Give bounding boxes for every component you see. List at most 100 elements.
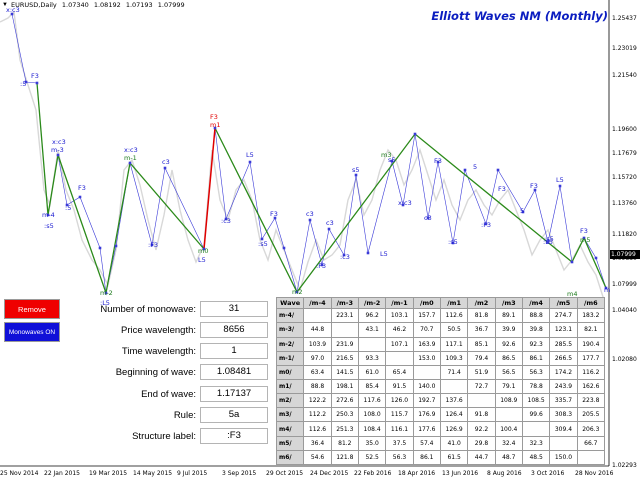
table-cell: 123.1 [549,322,578,338]
table-column-header: /m3 [494,296,523,310]
table-cell: 108.9 [494,393,523,409]
table-cell: 162.6 [576,378,606,395]
table-cell: 116.1 [385,421,414,437]
wave-label: :F3 [481,221,491,229]
pivot-dot [202,247,206,251]
pivot-dot [436,160,440,164]
pivot-dot [163,166,167,170]
open-value: 1.07340 [61,1,89,9]
table-cell: 190.4 [576,336,606,352]
pivot-dot [604,286,608,290]
table-cell: 153.0 [412,350,441,366]
wave-label: m-1 [124,154,137,162]
wave-label: c3 [162,158,170,166]
wave-label: m1 [210,121,220,129]
pivot-dot [224,217,228,221]
table-cell: 36.7 [467,322,496,338]
table-cell: 86.1 [521,350,551,366]
price-axis-label: 1.11820 [612,231,637,238]
wave-label: :s5 [44,222,54,230]
table-column-header: /m4 [521,296,551,310]
pivot-dot [390,159,394,163]
table-cell: 54.6 [303,449,332,466]
table-row: m-3/44.8 43.1 46.2 70.7 50.5 36.7 39.9 39.8 123.… [275,322,606,338]
time-axis-label: 18 Apr 2016 [398,470,436,477]
price-axis-label: 1.02293 [612,462,637,469]
wave-label: F3 [31,72,39,80]
wave-label: m4 [567,290,577,298]
table-cell: 140.0 [412,378,441,395]
table-cell: 100.4 [494,421,523,437]
table-cell: 112.6 [439,308,469,324]
pivot-dot [150,243,154,247]
info-value-field[interactable]: 31 [200,301,268,317]
pivot-dot [558,184,562,188]
wave-label: F3 [580,227,588,235]
table-cell [494,407,523,423]
table-cell: 32.3 [521,435,551,451]
price-line [0,10,605,301]
table-row: m0/63.4 141.5 61.0 65.4 71.4 51.9 56.5 56.3 174.… [275,364,606,380]
wave-label: m-3 [51,146,64,154]
info-value-field[interactable]: :F3 [200,428,268,444]
time-axis-label: 29 Oct 2015 [266,470,304,477]
table-cell: 56.5 [494,364,523,380]
info-row: Beginning of wave: 1.08481 [62,364,272,381]
monowave-polyline [11,13,607,294]
table-cell: 272.6 [330,393,359,409]
pivot-dot [273,216,277,220]
wave-label: m0 [198,247,208,255]
table-row-header: m1/ [275,378,305,395]
table-cell: 205.5 [576,407,606,423]
table-column-header: /m1 [439,296,469,310]
table-row: m3/112.2 250.3 108.0 115.7 176.9 126.4 91.8 99.… [275,407,606,423]
wave-label: :L5 [100,299,110,307]
table-cell: 93.3 [357,350,387,366]
table-cell: 223.1 [330,308,359,324]
table-cell: 81.2 [330,435,359,451]
wave-label: F3 [210,113,218,121]
table-cell [303,308,332,324]
info-value-field[interactable]: 8656 [200,322,268,338]
table-row: m-4/223.1 96.2 103.1 157.7 112.6 81.8 89.1 88.8… [275,308,606,324]
symbol-menu-arrow-icon[interactable]: ▼ [2,2,8,8]
table-cell: 35.0 [357,435,387,451]
time-axis-label: 22 Feb 2016 [354,470,392,477]
table-cell [576,449,606,466]
info-label: Number of monowave: [100,304,196,315]
table-cell: 116.2 [576,364,606,380]
table-cell: 79.4 [467,350,496,366]
info-value-field[interactable]: 1.08481 [200,364,268,380]
table-cell: 96.2 [357,308,387,324]
wave-ratio-table: Wave/m-4/m-3/m-2/m-1/m0/m1/m2/m3/m4/m5/m… [275,296,606,466]
table-cell: 250.3 [330,407,359,423]
wave-label: x:c3 [124,146,138,154]
pivot-dot [104,291,108,295]
wave-label: m [604,286,610,294]
info-value-field[interactable]: 1 [200,343,268,359]
table-cell: 66.7 [576,435,606,451]
table-cell: 141.5 [330,364,359,380]
remove-button[interactable]: Remove [4,299,60,319]
table-row-header: m3/ [275,407,305,423]
info-value-field[interactable]: 1.17137 [200,386,268,402]
info-value-field[interactable]: 5a [200,407,268,423]
info-label: Price wavelength: [121,325,196,336]
pivot-dot [366,251,370,255]
pivot-dot [128,161,132,165]
table-row-header: m2/ [275,393,305,409]
wave-label: :5 [20,80,26,88]
table-cell: 39.9 [494,322,523,338]
table-row-header: m4/ [275,421,305,437]
price-axis-label: 1.13760 [612,200,637,207]
table-cell: 85.1 [467,336,496,352]
wave-label: F3 [498,185,506,193]
table-cell: 192.7 [412,393,441,409]
table-cell: 121.8 [330,449,359,466]
time-axis-label: 3 Oct 2016 [531,470,565,477]
monowaves-toggle-button[interactable]: Monowaves ON [4,322,60,342]
table-cell: 48.7 [494,449,523,466]
table-row-header: m-1/ [275,350,305,366]
